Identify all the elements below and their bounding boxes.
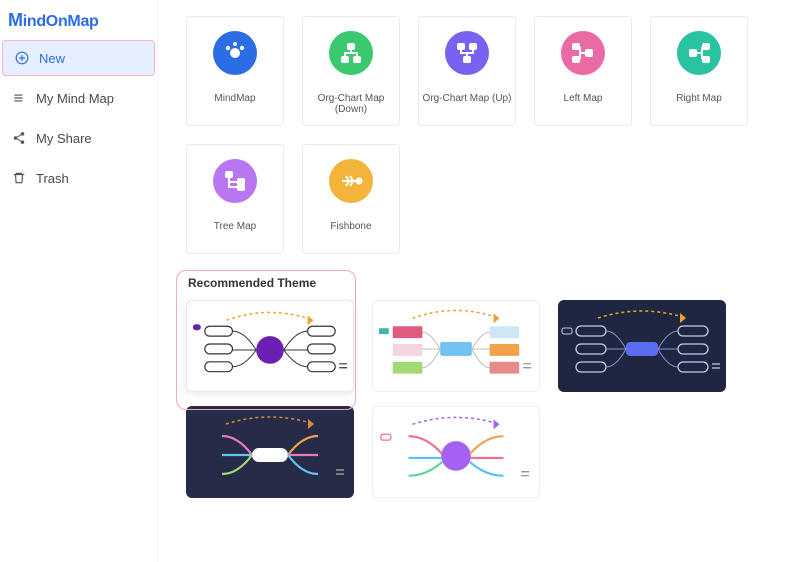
layers-icon: [10, 89, 28, 107]
template-grid: MindMap Org-Chart Map (Down) Org-Chart M…: [186, 16, 788, 254]
template-card-fishbone[interactable]: Fishbone: [302, 144, 400, 254]
org-up-icon: [445, 31, 489, 75]
sidebar-item-label: Trash: [36, 171, 69, 186]
left-map-icon: [561, 31, 605, 75]
right-map-icon: [677, 31, 721, 75]
sidebar-item-my-mind-map[interactable]: My Mind Map: [0, 80, 157, 116]
sidebar-item-my-share[interactable]: My Share: [0, 120, 157, 156]
theme-card-classic-purple[interactable]: [186, 300, 354, 392]
themes-section: Recommended Theme: [186, 276, 788, 498]
brand-logo: MindOnMap: [0, 0, 157, 40]
org-down-icon: [329, 31, 373, 75]
template-card-orgchart-down[interactable]: Org-Chart Map (Down): [302, 16, 400, 126]
sidebar-item-label: New: [39, 51, 65, 66]
brand-name: indOnMap: [23, 13, 99, 30]
template-label: Right Map: [674, 93, 724, 104]
themes-section-title: Recommended Theme: [188, 276, 788, 290]
theme-card-navy-outline[interactable]: [558, 300, 726, 392]
template-label: Left Map: [562, 93, 605, 104]
plus-circle-icon: [13, 49, 31, 67]
mindmap-icon: [213, 31, 257, 75]
main-content: MindMap Org-Chart Map (Down) Org-Chart M…: [158, 0, 800, 562]
themes-row: [186, 300, 788, 392]
theme-card-pastel-blocks[interactable]: [372, 300, 540, 392]
themes-row: [186, 406, 788, 498]
template-card-tree-map[interactable]: Tree Map: [186, 144, 284, 254]
template-card-left-map[interactable]: Left Map: [534, 16, 632, 126]
template-card-mindmap[interactable]: MindMap: [186, 16, 284, 126]
template-label: Org-Chart Map (Up): [421, 93, 514, 104]
sidebar-item-new[interactable]: New: [2, 40, 155, 76]
app-root: MindOnMap New My Mind Map My Share: [0, 0, 800, 562]
template-label: MindMap: [212, 93, 257, 104]
sidebar-item-trash[interactable]: Trash: [0, 160, 157, 196]
sidebar: MindOnMap New My Mind Map My Share: [0, 0, 158, 562]
template-card-orgchart-up[interactable]: Org-Chart Map (Up): [418, 16, 516, 126]
sidebar-item-label: My Share: [36, 131, 92, 146]
sidebar-nav: New My Mind Map My Share Trash: [0, 40, 157, 200]
sidebar-item-label: My Mind Map: [36, 91, 114, 106]
share-icon: [10, 129, 28, 147]
trash-icon: [10, 169, 28, 187]
template-card-right-map[interactable]: Right Map: [650, 16, 748, 126]
tree-map-icon: [213, 159, 257, 203]
theme-card-dark-gradient[interactable]: [186, 406, 354, 498]
template-label: Org-Chart Map (Down): [303, 93, 399, 115]
fishbone-icon: [329, 159, 373, 203]
template-label: Fishbone: [328, 221, 373, 232]
template-label: Tree Map: [212, 221, 258, 232]
theme-card-purple-radial[interactable]: [372, 406, 540, 498]
